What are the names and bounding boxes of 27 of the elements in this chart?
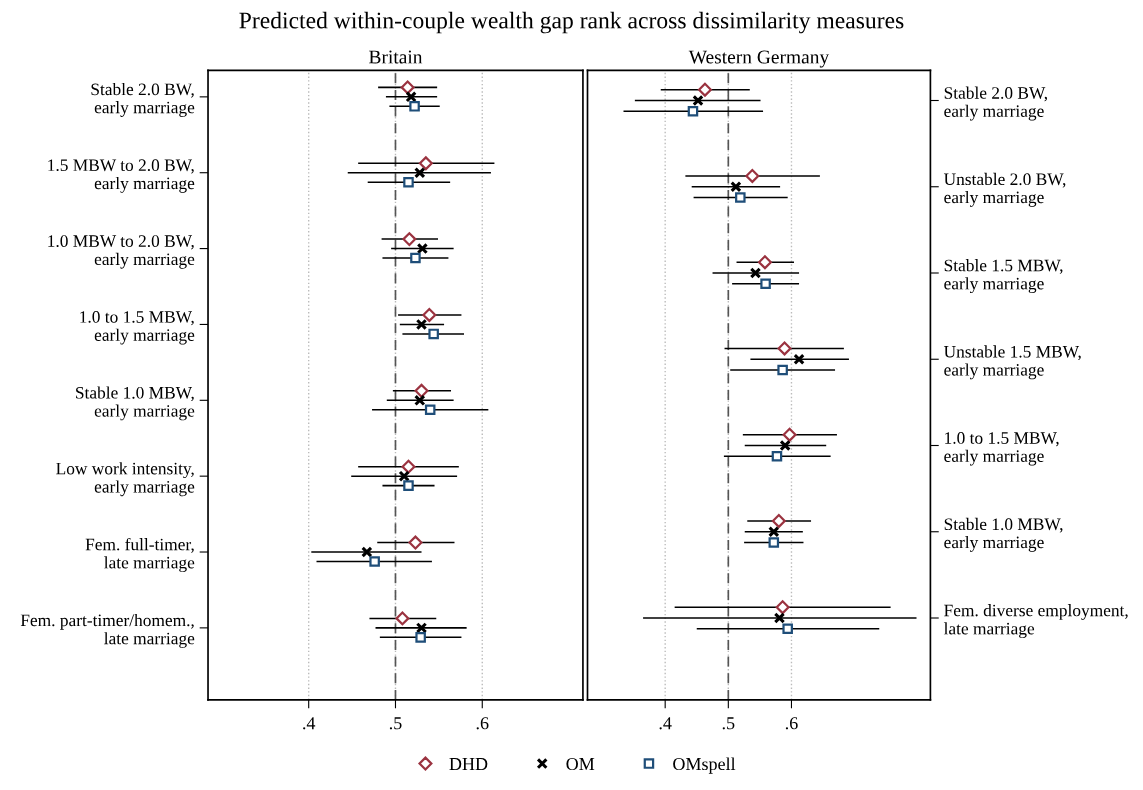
y-tick-label: 1.0 to 1.5 MBW, early marriage [80,311,195,345]
y-tick-label: 1.0 MBW to 2.0 BW, early marriage [48,235,195,269]
y-tick-label: Fem. part-timer/homem., late marriage [20,613,195,648]
x-tick-label: .4 [303,717,316,730]
chart-title: Western Germany [688,50,830,68]
y-tick-label: Stable 1.5 MBW, early marriage [944,259,1063,294]
y-tick-label: Stable 1.0 MBW, early marriage [76,386,195,421]
y-tick-label: Fem. diverse employment, late marriage [943,604,1128,639]
y-tick-label: 1.0 to 1.5 MBW, early marriage [944,432,1059,466]
y-tick-label: Unstable 1.5 MBW, early marriage [943,345,1081,380]
y-tick-label: Stable 2.0 BW, early marriage [91,82,195,117]
legend-label: OMspell [673,757,736,774]
y-tick-label: Fem. full-timer, late marriage [85,537,195,573]
y-tick-label: Low work intensity, early marriage [56,462,195,497]
y-tick-label: Stable 2.0 BW, early marriage [944,86,1047,121]
chart-subtitle: Britain [369,50,423,64]
y-tick-label: Unstable 2.0 BW, early marriage [943,172,1066,207]
chart-title: Predicted within-couple wealth gap rank across dissimilarity measures [239,11,904,34]
x-tick-label: .6 [785,717,798,730]
x-tick-label: .5 [389,717,402,730]
legend-label: DHD [449,758,488,770]
x-tick-label: .6 [476,717,489,730]
legend-label: OM [566,757,595,771]
x-tick-label: .4 [659,717,672,730]
y-tick-label: 1.5 MBW to 2.0 BW, early marriage [48,159,195,193]
y-tick-label: Stable 1.0 MBW, early marriage [944,517,1063,552]
x-tick-label: .5 [722,717,735,730]
